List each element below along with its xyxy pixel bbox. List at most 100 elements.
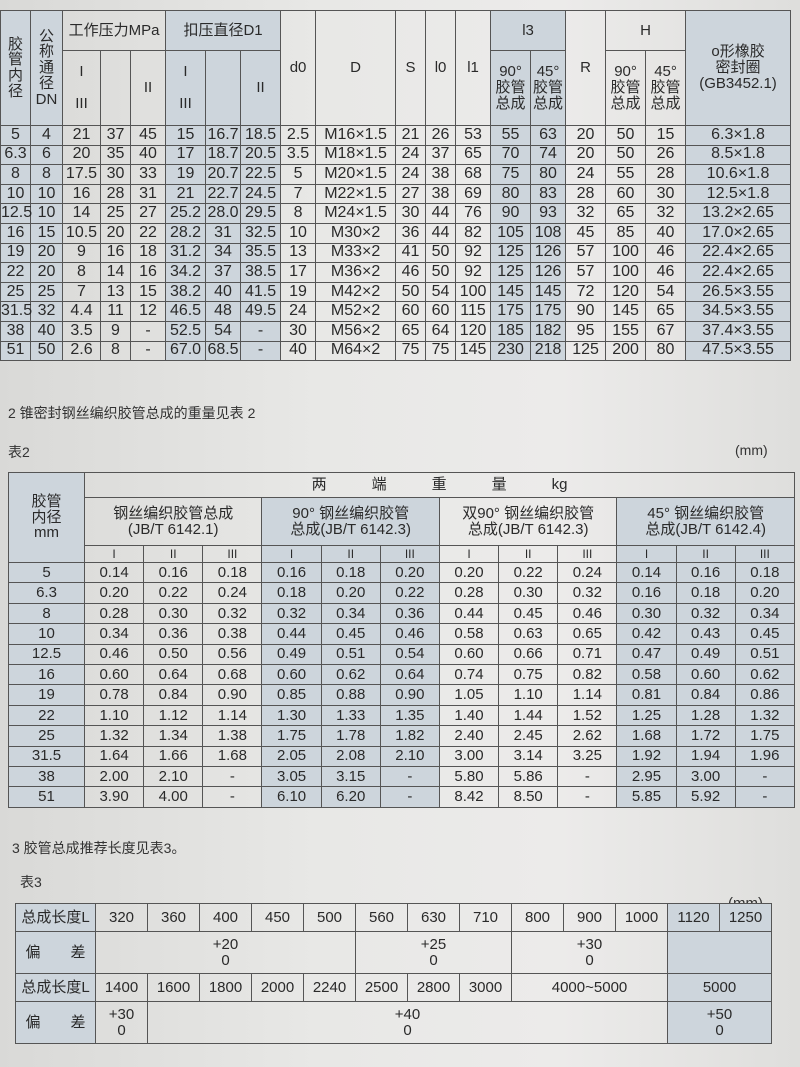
cell-thread-D: M36×2 (315, 262, 397, 283)
cell-pressure-i: 4.4 (62, 301, 101, 322)
cell-inner-diameter: 31.5 (0, 301, 32, 322)
cell-weight: 1.68 (616, 725, 677, 747)
cell-l3-45: 108 (530, 222, 567, 244)
cell-pressure-ii: 16 (129, 262, 167, 283)
cell-weight: 1.92 (616, 745, 677, 767)
table-row: 总成长度L 1400 1600 1800 2000 2240 2500 2800 3000 400… (15, 973, 772, 1002)
cell-pressure-mid: 9 (100, 320, 131, 342)
cell-l1: 69 (455, 183, 492, 205)
cell-weight: 1.44 (498, 704, 559, 727)
recommended-length-table: 总成长度L 320 360 400 450 500 560 630 710 800 900 1000 1… (15, 903, 772, 1044)
cell-d0: 8 (280, 203, 317, 224)
cell-weight: 0.22 (143, 582, 204, 604)
cell-length: 630 (407, 903, 460, 932)
header-l3: l3 (490, 10, 567, 51)
header-grade: I (616, 545, 677, 563)
cell-weight: 2.45 (498, 725, 559, 747)
cell-l1: 76 (455, 203, 492, 224)
cell-l3-45: 80 (530, 164, 567, 185)
cell-pressure-i: 14 (62, 203, 101, 224)
cell-weight: 0.18 (261, 582, 322, 604)
cell-weight: 6.20 (320, 786, 381, 808)
cell-l3-45: 126 (530, 242, 567, 264)
cell-l3-90: 90 (490, 203, 532, 224)
cell-l0: 50 (425, 242, 457, 264)
cell-weight: 0.24 (202, 582, 263, 604)
cell-R: 57 (565, 242, 607, 264)
cell-weight: 3.00 (675, 765, 736, 788)
header-working-pressure: 工作压力MPa (61, 10, 167, 51)
cell-weight: 0.58 (616, 663, 677, 686)
table-row: 22 1.10 1.12 1.14 1.30 1.33 1.35 1.40 1.44 1.52 1.… (8, 704, 796, 727)
cell-weight: 0.22 (498, 561, 559, 584)
cell-pressure-mid: 16 (100, 242, 131, 264)
cell-pressure-i: 20 (62, 144, 101, 166)
cell-pressure-mid: 25 (100, 203, 131, 224)
cell-weight: 0.18 (320, 561, 381, 584)
cell-l1: 100 (455, 281, 492, 303)
cell-weight: 2.00 (83, 765, 145, 788)
cell-weight: 0.45 (320, 623, 381, 645)
table-row: 8 8 17.5 30 33 19 20.7 22.5 5 M20×1.5 24 38 68 75 80 24… (0, 164, 792, 185)
table-row: 31.5 1.64 1.66 1.68 2.05 2.08 2.10 3.00 3.14 3.25… (8, 745, 796, 767)
cell-weight: 0.64 (379, 663, 440, 686)
cell-l3-45: 63 (530, 125, 567, 146)
table-row: 12.5 10 14 25 27 25.2 28.0 29.5 8 M24×1.5 30 44 76 90… (0, 203, 792, 224)
cell-weight: - (379, 786, 440, 808)
cell-S: 41 (395, 242, 427, 264)
cell-S: 50 (395, 281, 427, 303)
cell-H-45: 26 (645, 144, 687, 166)
cell-R: 32 (565, 203, 607, 224)
cell-l0: 37 (425, 144, 457, 166)
cell-thread-D: M52×2 (315, 301, 397, 322)
cell-weight: 0.68 (202, 663, 263, 686)
cell-tolerance: +30 0 (511, 931, 668, 974)
cell-crimp-i: 31.2 (165, 242, 207, 264)
cell-nominal-dn: 20 (30, 242, 63, 264)
cell-l3-45: 83 (530, 183, 567, 205)
header-l1: l1 (455, 10, 492, 126)
cell-l3-90: 175 (490, 301, 532, 322)
header-grade: I (261, 545, 322, 563)
cell-tolerance: +25 0 (355, 931, 512, 974)
cell-nominal-dn: 15 (30, 222, 63, 244)
cell-crimp-i: 19 (165, 164, 207, 185)
cell-l3-45: 74 (530, 144, 567, 166)
table-row: 总成长度L 320 360 400 450 500 560 630 710 800 900 1000 1… (15, 903, 772, 932)
cell-thread-D: M24×1.5 (315, 203, 397, 224)
cell-nominal-dn: 25 (30, 281, 63, 303)
cell-H-90: 155 (605, 320, 647, 342)
table-row: 偏 差 +20 0 +25 0 +30 0 (15, 931, 772, 974)
cell-pressure-ii: 22 (129, 222, 167, 244)
cell-length: 5000 (667, 973, 772, 1002)
cell-o-ring: 17.0×2.65 (685, 222, 792, 244)
cell-weight: 1.34 (143, 725, 204, 747)
cell-pressure-mid: 30 (100, 164, 131, 185)
cell-weight: 1.28 (675, 704, 736, 727)
header-grade: III (202, 545, 263, 563)
cell-tolerance: +30 0 (95, 1001, 148, 1044)
cell-pressure-ii: - (129, 340, 167, 362)
length-label: 总成长度L (15, 973, 96, 1002)
cell-pressure-ii: 15 (129, 281, 167, 303)
header-H-45deg: 45° 胶管 总成 (645, 50, 687, 126)
cell-R: 24 (565, 164, 607, 185)
cell-d0: 7 (280, 183, 317, 205)
table-row: 6.3 0.20 0.22 0.24 0.18 0.20 0.22 0.28 0.30 0.32 0… (8, 582, 796, 604)
cell-o-ring: 37.4×3.55 (685, 320, 792, 342)
cell-H-90: 100 (605, 242, 647, 264)
cell-weight: 0.18 (675, 582, 736, 604)
cell-crimp-ii: 29.5 (240, 203, 282, 224)
cell-R: 20 (565, 125, 607, 146)
cell-o-ring: 22.4×2.65 (685, 262, 792, 283)
cell-weight: 0.32 (557, 582, 618, 604)
table-row: 38 2.00 2.10-3.05 3.15-5.80 5.86-2.95 3.00- (8, 765, 796, 788)
cell-weight: 2.10 (379, 745, 440, 767)
cell-H-90: 50 (605, 125, 647, 146)
cell-weight: 0.60 (675, 663, 736, 686)
cell-nominal-dn: 40 (30, 320, 63, 342)
table-row: 16 0.60 0.64 0.68 0.60 0.62 0.64 0.74 0.75 0.82 0.… (8, 663, 796, 686)
cell-inner-diameter: 19 (0, 242, 31, 264)
cell-weight: 5.85 (616, 786, 677, 808)
tolerance-label: 偏 差 (15, 931, 96, 974)
